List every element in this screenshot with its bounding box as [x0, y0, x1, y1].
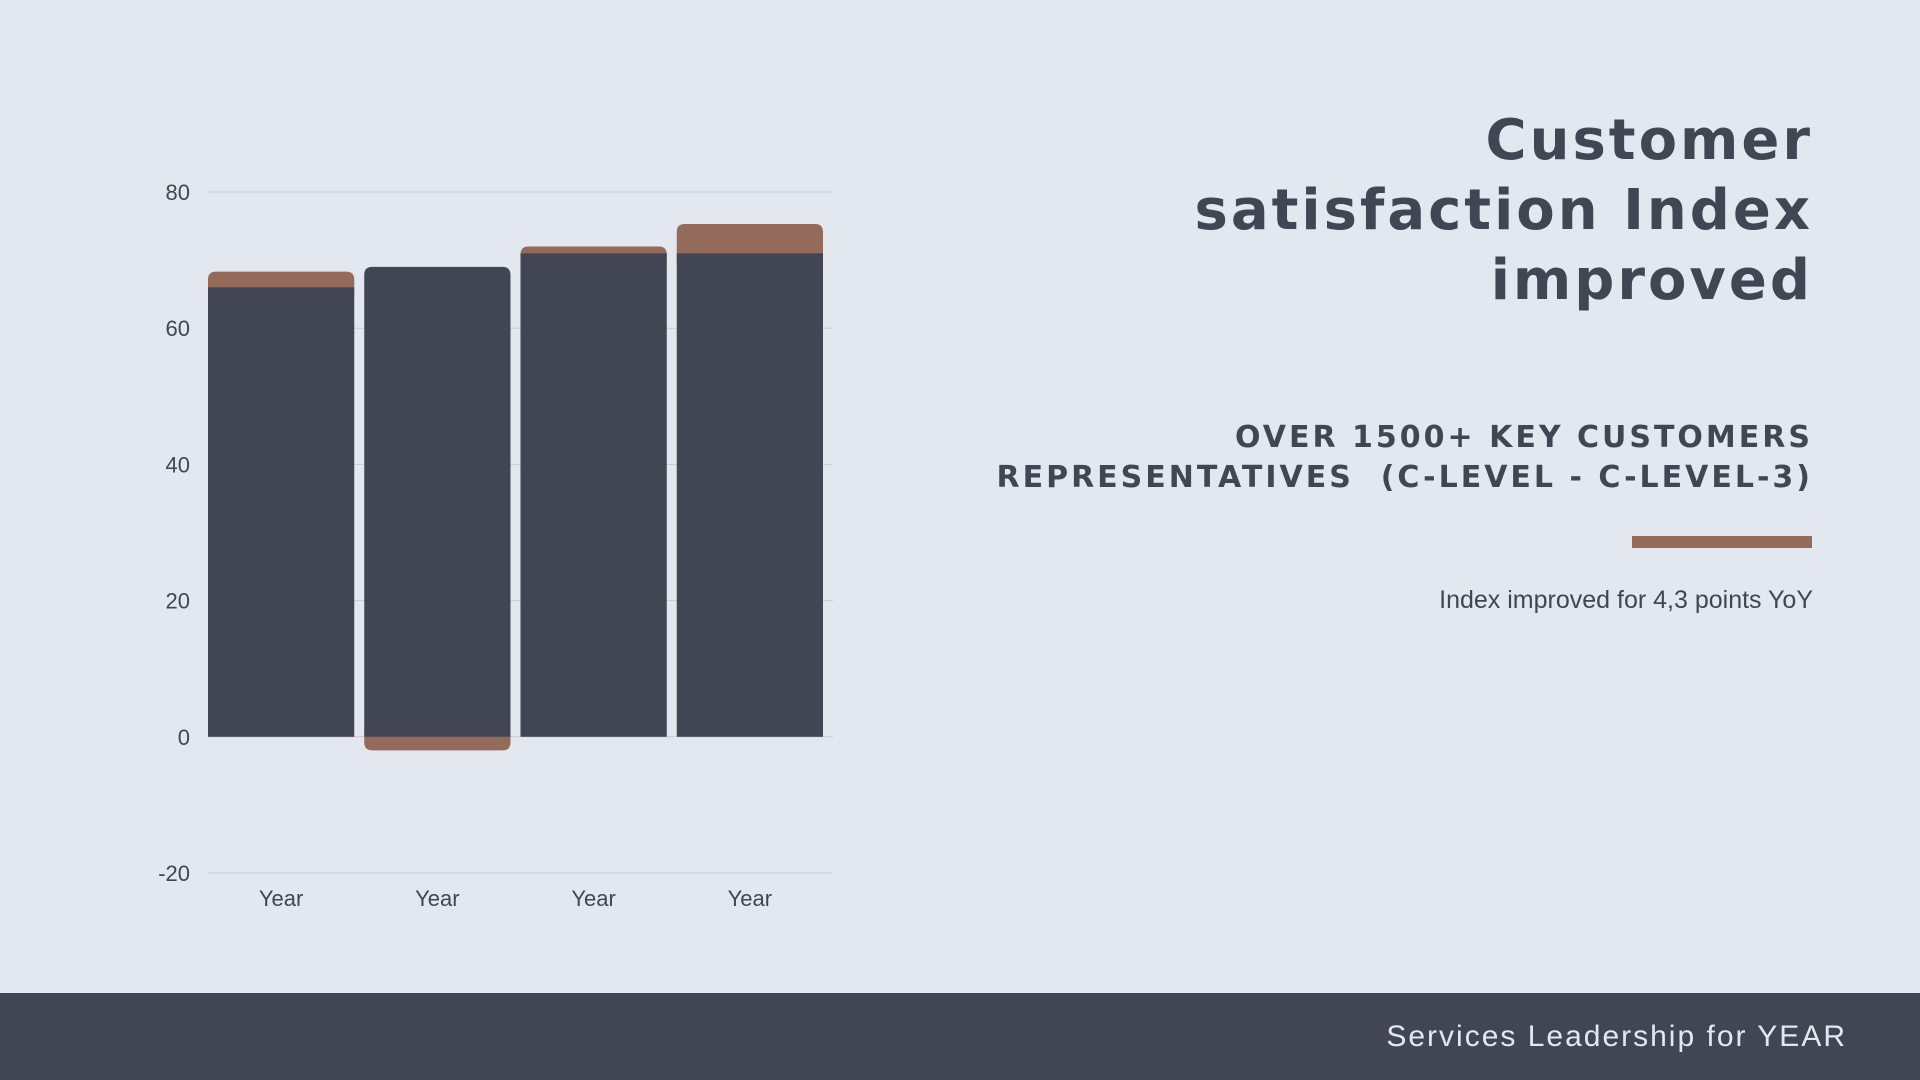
y-tick-label: 0 — [178, 725, 190, 750]
subheading-line-2: REPRESENTATIVES (C-LEVEL - C-LEVEL-3) — [996, 460, 1813, 495]
index-note: Index improved for 4,3 points YoY — [1439, 586, 1813, 614]
footer-bar: Services Leadership for YEAR — [0, 993, 1920, 1080]
headline: Customer satisfaction Index improved — [1033, 106, 1813, 316]
bar-segment-base — [520, 253, 667, 737]
y-axis-ticks: -20 0 20 40 60 80 — [158, 180, 190, 886]
bar-segment-change — [676, 224, 823, 262]
y-tick-label: 60 — [166, 316, 190, 341]
x-tick-label: Year — [571, 886, 615, 911]
y-tick-label: -20 — [158, 861, 190, 886]
accent-divider — [1632, 536, 1812, 548]
y-tick-label: 40 — [166, 452, 190, 477]
subheading-line-1: OVER 1500+ KEY CUSTOMERS — [1235, 420, 1813, 455]
footer-text: Services Leadership for YEAR — [1386, 1020, 1847, 1053]
x-axis-ticks: Year Year Year Year — [259, 886, 772, 911]
y-tick-label: 80 — [166, 180, 190, 205]
chart-svg: -20 0 20 40 60 80 Year Year Year Year — [158, 180, 833, 911]
headline-line-3: improved — [1490, 248, 1813, 313]
bar-segment-base — [208, 287, 355, 737]
headline-line-2: satisfaction Index — [1194, 178, 1813, 243]
x-tick-label: Year — [728, 886, 772, 911]
bar-segment-base — [676, 253, 823, 737]
headline-line-1: Customer — [1485, 108, 1813, 173]
x-tick-label: Year — [259, 886, 303, 911]
x-tick-label: Year — [415, 886, 459, 911]
subheading: OVER 1500+ KEY CUSTOMERS REPRESENTATIVES… — [913, 418, 1813, 498]
bar-chart: -20 0 20 40 60 80 Year Year Year Year — [0, 0, 900, 990]
bars — [208, 224, 823, 751]
y-tick-label: 20 — [166, 589, 190, 614]
bar-segment-base — [364, 266, 511, 737]
